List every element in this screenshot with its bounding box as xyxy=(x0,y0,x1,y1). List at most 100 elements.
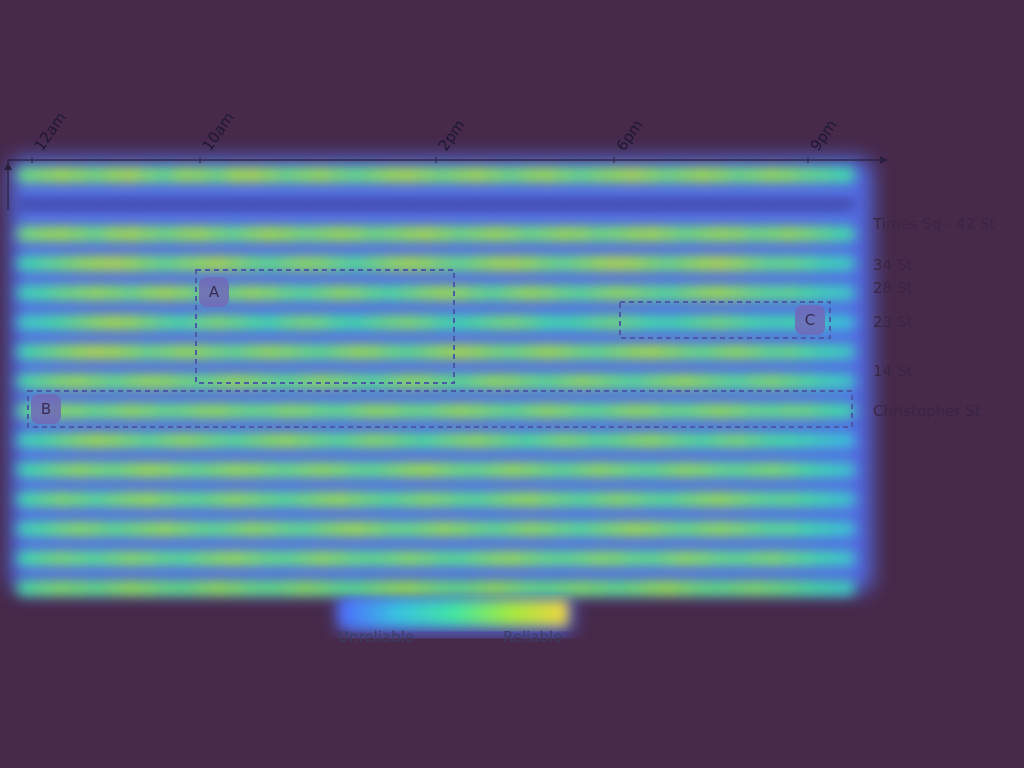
heatmap-cell xyxy=(432,285,458,301)
heatmap-cell xyxy=(657,226,683,242)
heatmap-cell xyxy=(622,226,648,242)
station-label: 28 St xyxy=(873,279,912,297)
heatmap-cell xyxy=(137,403,163,419)
heatmap-cell xyxy=(536,226,562,242)
heatmap-cell xyxy=(640,550,666,567)
heatmap-cell xyxy=(553,580,579,596)
heatmap-cell xyxy=(570,167,596,183)
heatmap-cell xyxy=(120,373,146,390)
heatmap-cell xyxy=(709,314,735,331)
heatmap-cell xyxy=(657,432,683,449)
heatmap-cell xyxy=(796,255,822,272)
heatmap-cell xyxy=(397,432,423,449)
heatmap-cell xyxy=(33,344,59,360)
heatmap-cell xyxy=(33,491,59,508)
heatmap-cell xyxy=(102,580,128,596)
heatmap-cell xyxy=(224,226,250,242)
heatmap-cell xyxy=(518,167,544,183)
heatmap-cell xyxy=(258,580,284,596)
heatmap-cell xyxy=(206,491,232,508)
heatmap-cell xyxy=(310,550,336,567)
heatmap-cell xyxy=(380,462,406,478)
heatmap-cell xyxy=(570,344,596,360)
heatmap-cell xyxy=(50,580,76,596)
heatmap-cell xyxy=(224,580,250,596)
heatmap-cell xyxy=(640,344,666,360)
heatmap-cell xyxy=(206,255,232,272)
heatmap-cell xyxy=(501,226,527,242)
heatmap-cell xyxy=(328,521,354,537)
heatmap-cell xyxy=(189,550,215,567)
heatmap-cell xyxy=(293,285,319,301)
heatmap-cell xyxy=(345,491,371,508)
heatmap-cell xyxy=(154,432,180,449)
heatmap-cell xyxy=(744,521,770,537)
heatmap-cell xyxy=(449,167,475,183)
heatmap-cell xyxy=(553,344,579,360)
heatmap-cell xyxy=(726,285,752,301)
heatmap-cell xyxy=(466,521,492,537)
heatmap-cell xyxy=(345,580,371,596)
heatmap-cell xyxy=(362,255,388,272)
heatmap-cell xyxy=(85,226,111,242)
heatmap-cell xyxy=(345,226,371,242)
heatmap-cell xyxy=(362,521,388,537)
heatmap-cell xyxy=(796,432,822,449)
heatmap-cell xyxy=(276,491,302,508)
heatmap-cell xyxy=(172,580,198,596)
heatmap-cell xyxy=(397,226,423,242)
x-tick-label: 9pm xyxy=(807,116,841,154)
heatmap-cell xyxy=(310,314,336,331)
heatmap-cell xyxy=(328,462,354,478)
heatmap-cell xyxy=(293,199,319,210)
heatmap-cell xyxy=(362,167,388,183)
heatmap-cell xyxy=(380,285,406,301)
heatmap-cell xyxy=(224,491,250,508)
heatmap-cell xyxy=(414,491,440,508)
heatmap-cell xyxy=(553,314,579,331)
heatmap-cell xyxy=(778,199,804,210)
heatmap-cell xyxy=(622,580,648,596)
heatmap-cell xyxy=(813,550,839,567)
heatmap-cell xyxy=(588,285,614,301)
heatmap-cell xyxy=(674,373,700,390)
heatmap-cell xyxy=(432,580,458,596)
heatmap-cell xyxy=(466,580,492,596)
heatmap-cell xyxy=(102,167,128,183)
heatmap-cell xyxy=(328,432,354,449)
heatmap-cell xyxy=(744,462,770,478)
heatmap-cell xyxy=(85,403,111,419)
heatmap-cell xyxy=(16,432,42,449)
heatmap-cell xyxy=(172,344,198,360)
heatmap-cell xyxy=(622,314,648,331)
heatmap-cell xyxy=(345,432,371,449)
heatmap-cell xyxy=(605,226,631,242)
heatmap-cell xyxy=(310,491,336,508)
heatmap-cell xyxy=(189,580,215,596)
heatmap-cell xyxy=(692,344,718,360)
heatmap-cell xyxy=(241,199,267,210)
heatmap-cell xyxy=(137,432,163,449)
heatmap-cell xyxy=(657,167,683,183)
heatmap-cell xyxy=(536,199,562,210)
heatmap-cell xyxy=(744,580,770,596)
heatmap-cell xyxy=(414,199,440,210)
heatmap-cell xyxy=(605,373,631,390)
heatmap-cell xyxy=(674,285,700,301)
heatmap-cell xyxy=(484,167,510,183)
heatmap-cell xyxy=(553,285,579,301)
heatmap-cell xyxy=(449,550,475,567)
heatmap-cell xyxy=(830,550,856,567)
heatmap-cell xyxy=(796,344,822,360)
heatmap-cell xyxy=(414,550,440,567)
heatmap-cell xyxy=(102,432,128,449)
heatmap-cell xyxy=(796,403,822,419)
heatmap-cell xyxy=(258,403,284,419)
heatmap-cell xyxy=(674,491,700,508)
heatmap-cell xyxy=(813,521,839,537)
heatmap-cell xyxy=(224,432,250,449)
heatmap-cell xyxy=(726,199,752,210)
heatmap-cell xyxy=(397,491,423,508)
heatmap-cell xyxy=(328,255,354,272)
heatmap-cell xyxy=(536,462,562,478)
